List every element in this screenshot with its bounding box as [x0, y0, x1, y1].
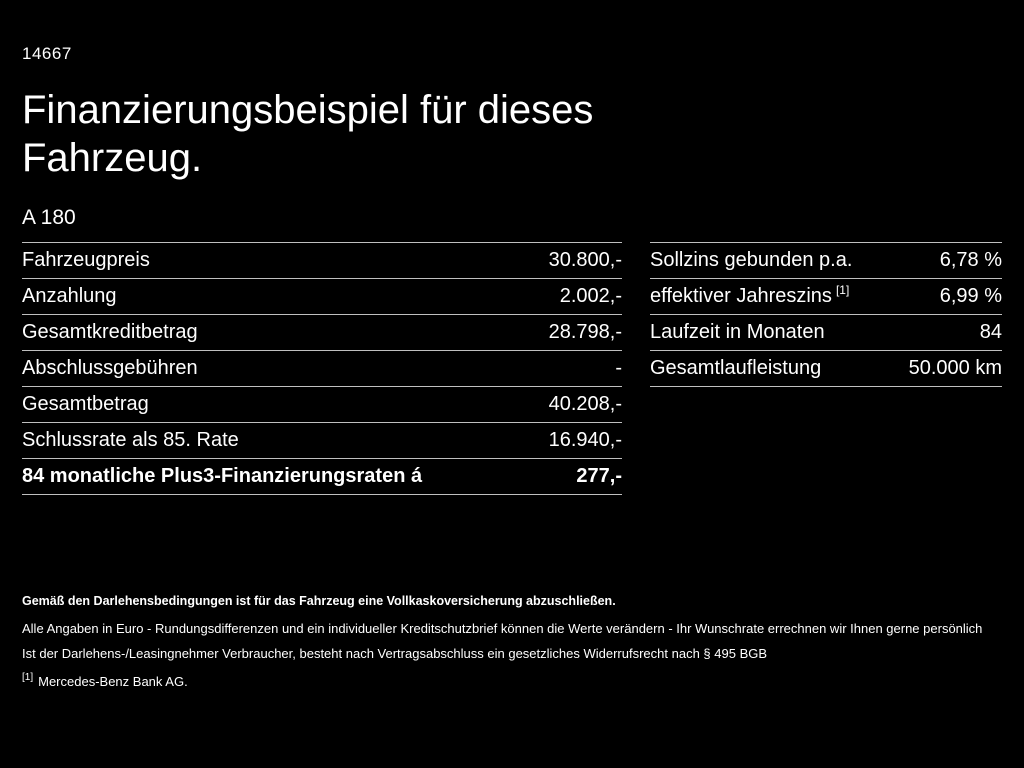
row-label: Anzahlung	[22, 285, 117, 307]
row-label: effektiver Jahreszins [1]	[650, 283, 850, 308]
page-title-line2: Fahrzeug.	[22, 136, 203, 180]
footnote-widerrufsrecht: Ist der Darlehens-/Leasingnehmer Verbrau…	[22, 645, 768, 661]
footnote-bank: [1] Mercedes-Benz Bank AG.	[22, 672, 1002, 690]
row-value: 6,99 %	[939, 285, 1002, 307]
footnote-bank-text: Mercedes-Benz Bank AG.	[38, 673, 188, 689]
table-row-abschlussgebuehren: Abschlussgebühren -	[22, 350, 622, 386]
page-id: 14667	[22, 44, 72, 63]
row-label: 84 monatliche Plus3-Finanzierungsraten á	[22, 465, 423, 487]
footnote-ref: [1]	[835, 283, 850, 298]
table-row-monatsrate: 84 monatliche Plus3-Finanzierungsraten á…	[22, 458, 622, 494]
row-value: 28.798,-	[548, 321, 622, 343]
financing-example-page: 14667 Finanzierungsbeispiel für dieses F…	[22, 44, 1002, 495]
table-row-gesamtkreditbetrag: Gesamtkreditbetrag 28.798,-	[22, 314, 622, 350]
row-value: 40.208,-	[548, 393, 622, 415]
table-row-fahrzeugpreis: Fahrzeugpreis 30.800,-	[22, 242, 622, 278]
footnote-ref: [1]	[22, 672, 34, 684]
row-label: Schlussrate als 85. Rate	[22, 429, 239, 451]
row-label: Laufzeit in Monaten	[650, 321, 825, 343]
table-row-sollzins: Sollzins gebunden p.a. 6,78 %	[650, 242, 1002, 278]
legal-footnotes: Gemäß den Darlehensbedingungen ist für d…	[22, 594, 1002, 690]
table-row-gesamtbetrag: Gesamtbetrag 40.208,-	[22, 386, 622, 422]
row-value: 50.000 km	[908, 357, 1002, 379]
vehicle-model: A 180	[22, 206, 76, 229]
row-label: Gesamtkreditbetrag	[22, 321, 198, 343]
row-value: 84	[979, 321, 1002, 343]
row-value: 277,-	[576, 465, 622, 487]
row-label: Fahrzeugpreis	[22, 249, 150, 271]
row-value: 2.002,-	[559, 285, 622, 307]
table-row-schlussrate: Schlussrate als 85. Rate 16.940,-	[22, 422, 622, 458]
row-label: Gesamtbetrag	[22, 393, 149, 415]
page-title: Finanzierungsbeispiel für dieses Fahrzeu…	[22, 86, 1002, 182]
footnote-insurance: Gemäß den Darlehensbedingungen ist für d…	[22, 593, 616, 608]
row-label: Gesamtlaufleistung	[650, 357, 822, 379]
row-value: 16.940,-	[548, 429, 622, 451]
row-label-text: effektiver Jahreszins	[650, 285, 832, 307]
page-title-line1: Finanzierungsbeispiel für dieses	[22, 88, 594, 132]
table-row-effektiver-jahreszins: effektiver Jahreszins [1] 6,99 %	[650, 278, 1002, 314]
row-value: -	[615, 357, 622, 379]
financing-cost-table: Fahrzeugpreis 30.800,- Anzahlung 2.002,-…	[22, 242, 622, 495]
table-row-anzahlung: Anzahlung 2.002,-	[22, 278, 622, 314]
row-label: Abschlussgebühren	[22, 357, 198, 379]
financing-terms-table: Sollzins gebunden p.a. 6,78 % effektiver…	[650, 242, 1002, 387]
financing-tables: Fahrzeugpreis 30.800,- Anzahlung 2.002,-…	[22, 242, 1002, 495]
row-value: 6,78 %	[939, 249, 1002, 271]
table-row-laufzeit: Laufzeit in Monaten 84	[650, 314, 1002, 350]
row-value: 30.800,-	[548, 249, 622, 271]
row-label: Sollzins gebunden p.a.	[650, 249, 853, 271]
table-row-gesamtlaufleistung: Gesamtlaufleistung 50.000 km	[650, 350, 1002, 386]
footnote-euro-note: Alle Angaben in Euro - Rundungsdifferenz…	[22, 621, 983, 637]
